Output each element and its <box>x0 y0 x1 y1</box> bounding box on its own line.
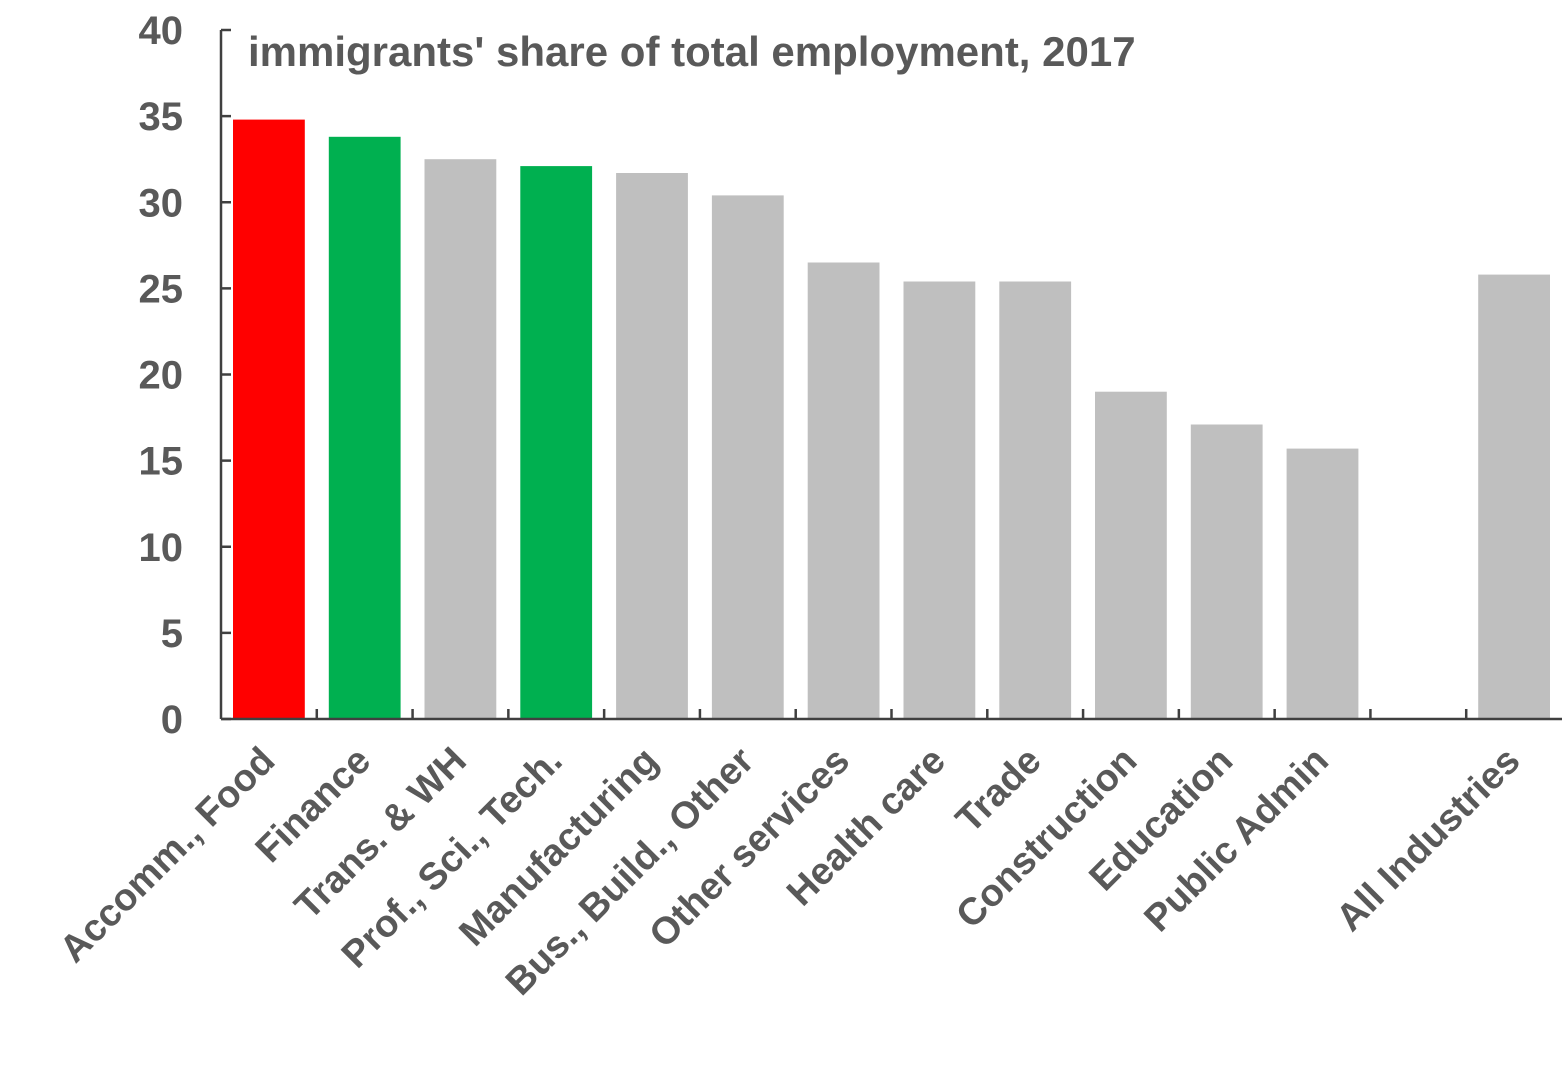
bar-health-care <box>903 281 976 719</box>
bar-manufacturing <box>616 173 688 719</box>
bar-public-admin <box>1286 448 1359 719</box>
y-tick-label: 10 <box>139 526 184 570</box>
bar-all-industries <box>1478 274 1550 719</box>
bar-bus-build-other <box>711 195 784 719</box>
y-tick-label: 40 <box>139 9 184 53</box>
bar-trade <box>999 281 1072 719</box>
y-tick-label: 35 <box>139 95 184 139</box>
y-tick-label: 30 <box>139 181 184 225</box>
x-category-label: All Industries <box>1329 740 1529 940</box>
bar-other-services <box>807 262 880 719</box>
bar-construction <box>1095 391 1167 719</box>
chart-title: immigrants' share of total employment, 2… <box>248 28 1136 75</box>
bar-trans-wh <box>424 159 497 719</box>
bar-finance <box>328 136 401 720</box>
axes-layer <box>219 28 1562 721</box>
y-tick-label: 0 <box>161 698 183 742</box>
y-tick-label: 25 <box>139 267 184 311</box>
bar-prof-sci-tech <box>520 166 593 720</box>
bar-education <box>1190 424 1263 719</box>
y-tick-label: 5 <box>161 612 183 656</box>
x-category-label: Accomm., Food <box>52 740 283 971</box>
bars-layer <box>233 119 1550 720</box>
bar-accomm-food <box>233 119 305 720</box>
y-tick-label: 15 <box>139 440 184 484</box>
y-tick-label: 20 <box>139 354 184 398</box>
